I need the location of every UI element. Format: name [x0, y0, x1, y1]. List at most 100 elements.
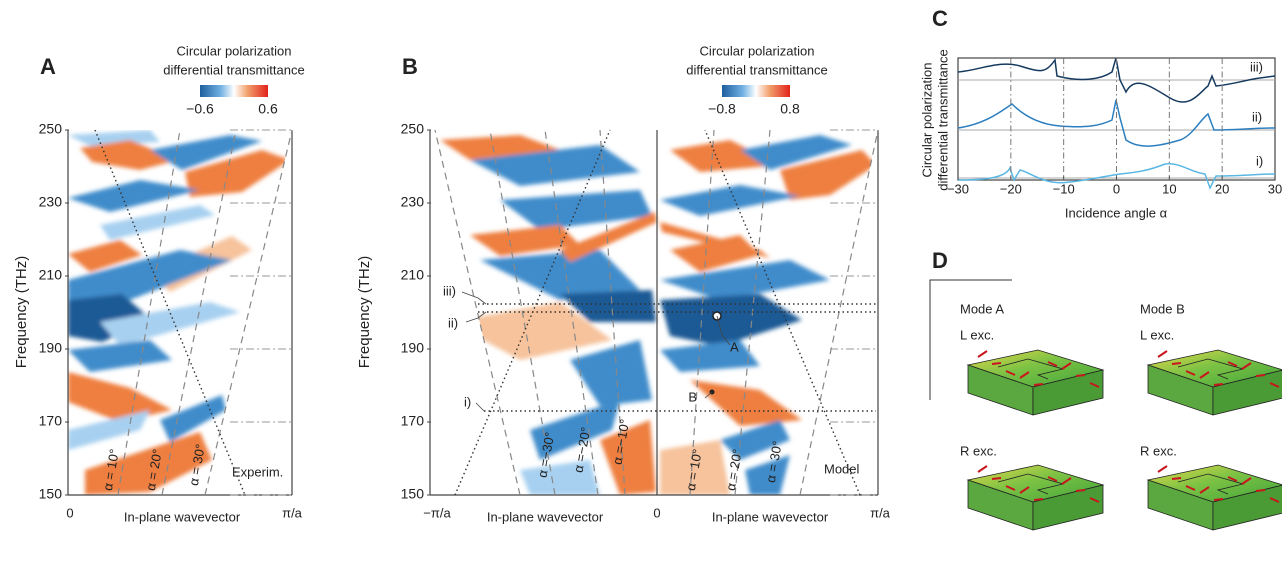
decoration [434, 129, 521, 496]
y-tick-label: 170 [39, 413, 63, 429]
heatmap-region [500, 190, 652, 230]
panel-label: A [40, 54, 56, 79]
field-arrow [1213, 383, 1224, 386]
field-arrow [991, 362, 1002, 365]
panel-label: D [932, 248, 948, 273]
colorbar-title: differential transmittance [686, 62, 827, 77]
y-tick-label: 190 [401, 340, 425, 356]
heatmap-region [660, 440, 730, 495]
x-tick-label: −20 [1000, 181, 1022, 196]
field-arrow [1075, 489, 1086, 492]
heatmap-region [670, 140, 780, 172]
x-tick-label: 0 [1113, 181, 1120, 196]
field-arrow [1241, 362, 1252, 370]
x-axis-label: In-plane wavevector [124, 509, 241, 524]
x-tick-label: π/a [870, 505, 891, 520]
colorbar-title: Circular polarization [700, 43, 815, 58]
annotation: Experim. [232, 464, 283, 479]
mode-title: Mode A [960, 301, 1004, 316]
field-arrow [1019, 486, 1030, 494]
field-arrow [1227, 476, 1238, 482]
field-arrow [1019, 371, 1030, 379]
decoration [929, 279, 1012, 400]
heatmap-region [690, 380, 802, 426]
mode-title: Mode B [1140, 301, 1185, 316]
heatmap-region [600, 420, 656, 495]
y-tick-label: 190 [39, 340, 63, 356]
heatmap-region [660, 294, 802, 346]
x-tick-label: π/a [282, 505, 303, 520]
y-tick-label: 210 [39, 267, 63, 283]
heatmap-region [720, 420, 790, 460]
field-arrow [1033, 498, 1044, 501]
colorbar-tick-label: 0.8 [780, 101, 800, 117]
field-arrow [1213, 498, 1224, 501]
field-arrow [991, 477, 1002, 480]
decoration [689, 129, 715, 496]
angle-label: α = 10° [683, 448, 705, 492]
heatmap-region [780, 150, 876, 200]
field-arrow [1033, 383, 1044, 386]
field-arrow [1157, 350, 1168, 358]
curve-label: i) [1256, 153, 1263, 168]
heatmap-region [68, 340, 172, 372]
x-tick-label: 10 [1162, 181, 1176, 196]
decoration [200, 85, 268, 97]
row-label: L exc. [1140, 327, 1174, 342]
decoration [475, 402, 485, 412]
colorbar-tick-label: 0.6 [258, 101, 278, 117]
y-axis-label: Circular polarization [919, 63, 934, 178]
field-arrow [1061, 362, 1072, 370]
y-axis-label: differential transmittance [935, 49, 950, 190]
x-tick-label: −π/a [423, 505, 451, 520]
y-tick-label: 250 [39, 121, 63, 137]
x-tick-label: 30 [1268, 181, 1282, 196]
decoration [957, 57, 1276, 103]
group [440, 135, 876, 495]
y-axis-label: Frequency (THz) [356, 256, 373, 369]
heatmap-region [150, 135, 262, 170]
heatmap-region [68, 372, 172, 422]
heatmap-region [68, 294, 152, 342]
heatmap-region [85, 432, 212, 495]
field-arrow [1157, 465, 1168, 473]
y-axis-label: Frequency (THz) [13, 256, 30, 369]
field-arrow [1185, 370, 1196, 376]
field-arrow [1227, 361, 1238, 367]
heatmap-region [160, 395, 226, 442]
heatmap-region [68, 180, 200, 212]
row-label: R exc. [1140, 443, 1177, 458]
decoration [461, 291, 487, 305]
x-tick-label: −30 [947, 181, 969, 196]
heatmap-region [100, 302, 240, 346]
heatmap-region [660, 340, 760, 372]
field-arrow [1269, 382, 1280, 388]
heatmap-region [68, 130, 160, 146]
y-tick-label: 210 [401, 267, 425, 283]
curve-label: iii) [1250, 59, 1263, 74]
field-arrow [977, 465, 988, 473]
field-arrow [1171, 477, 1182, 480]
row-label: L exc. [960, 327, 994, 342]
heatmap-region [570, 340, 652, 406]
heatmap-region [68, 250, 232, 302]
x-tick-label: 20 [1215, 181, 1229, 196]
field-arrow [1089, 497, 1100, 503]
x-axis-label: In-plane wavevector [487, 509, 604, 524]
y-tick-label: 250 [401, 121, 425, 137]
decoration [704, 391, 713, 399]
x-axis-label: In-plane wavevector [712, 509, 829, 524]
angle-label: α = 30° [763, 440, 785, 484]
decoration [489, 129, 556, 496]
angle-label: α = 20° [723, 448, 745, 492]
decoration [94, 129, 246, 496]
field-arrow [1171, 362, 1182, 365]
decoration [716, 315, 731, 346]
heatmap-region [560, 290, 656, 322]
field-arrow [1005, 485, 1016, 491]
decoration [117, 129, 181, 496]
decoration [544, 129, 599, 496]
x-axis-label: Incidence angle α [1065, 205, 1168, 220]
group [68, 130, 290, 495]
